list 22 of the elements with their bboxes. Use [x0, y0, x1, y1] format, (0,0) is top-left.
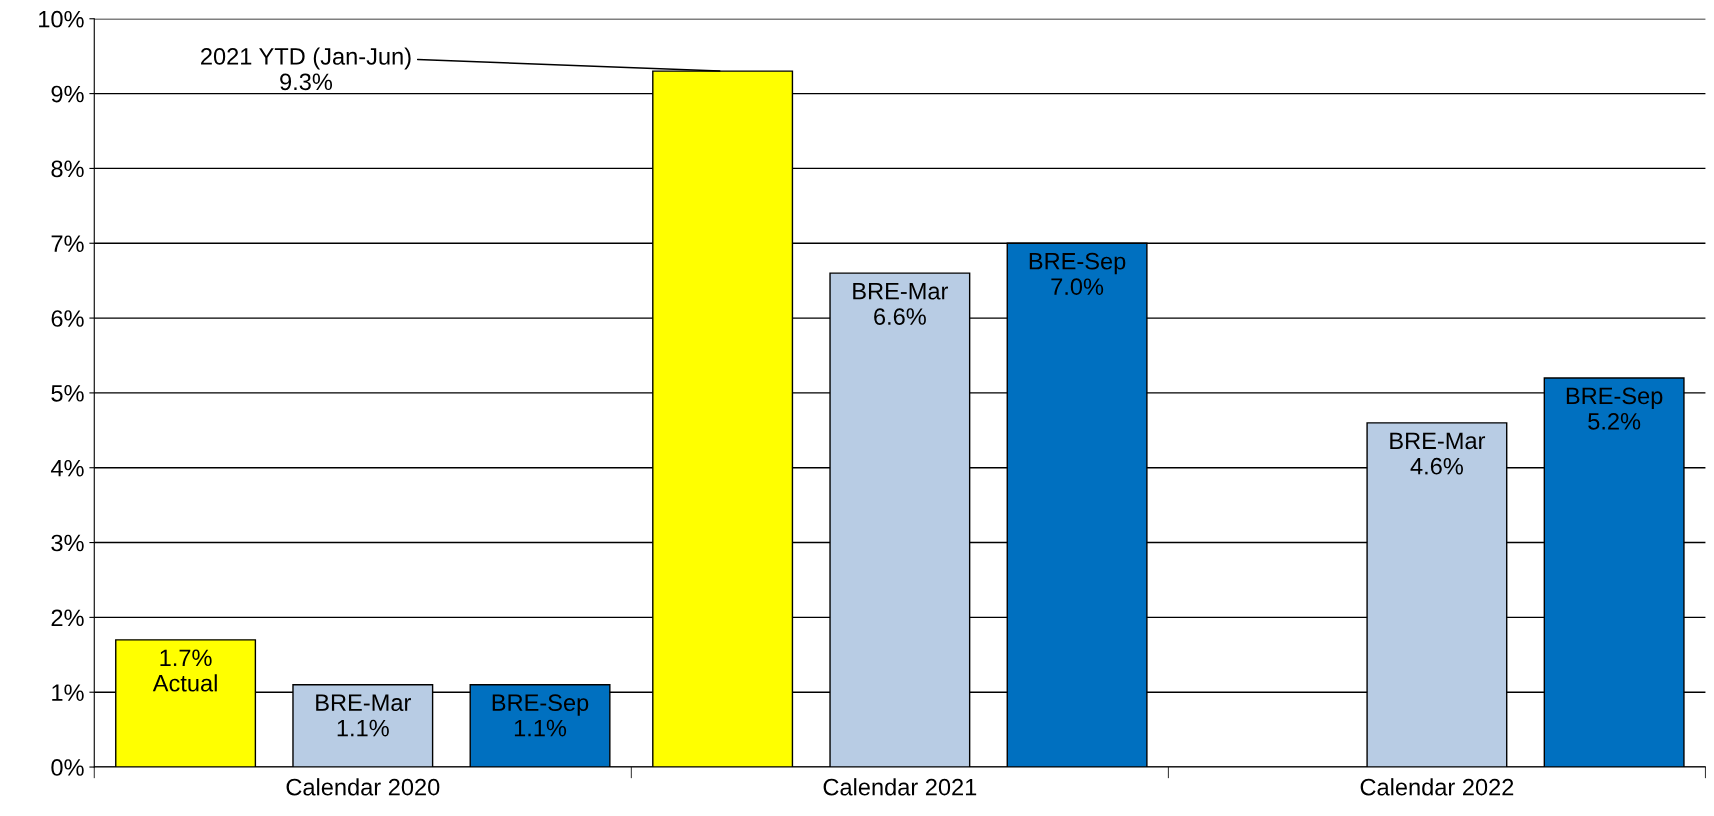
y-tick-label: 9% [51, 85, 84, 103]
y-tick-label: 10% [39, 10, 84, 28]
data-label: BRE-Mar 6.6% [853, 283, 948, 325]
y-tick-label: 2% [51, 609, 84, 627]
data-label: BRE-Sep 5.2% [1566, 387, 1663, 430]
x-tick-label: Calendar 2021 [823, 778, 977, 796]
data-label: BRE-Mar 4.6% [1390, 432, 1486, 475]
y-tick-label: 6% [51, 310, 84, 327]
x-tick-label: Calendar 2020 [286, 778, 440, 796]
y-tick-label: 8% [51, 160, 84, 178]
data-label: 2021 YTD (Jan-Jun) 9.3% [201, 47, 411, 91]
data-label: 1.7% Actual [152, 649, 217, 692]
x-tick-label: Calendar 2022 [1360, 778, 1514, 796]
data-label: BRE-Mar 1.1% [316, 694, 411, 737]
y-tick-label: 4% [50, 459, 84, 477]
y-tick-label: 7% [51, 235, 84, 252]
data-label: BRE-Sep 7.0% [1029, 252, 1126, 295]
data-label: BRE-Sep 1.1% [492, 694, 589, 737]
y-tick-label: 3% [51, 534, 84, 552]
y-tick-label: 5% [51, 385, 84, 402]
y-tick-label: 1% [52, 684, 84, 701]
y-tick-label: 0% [51, 759, 84, 776]
